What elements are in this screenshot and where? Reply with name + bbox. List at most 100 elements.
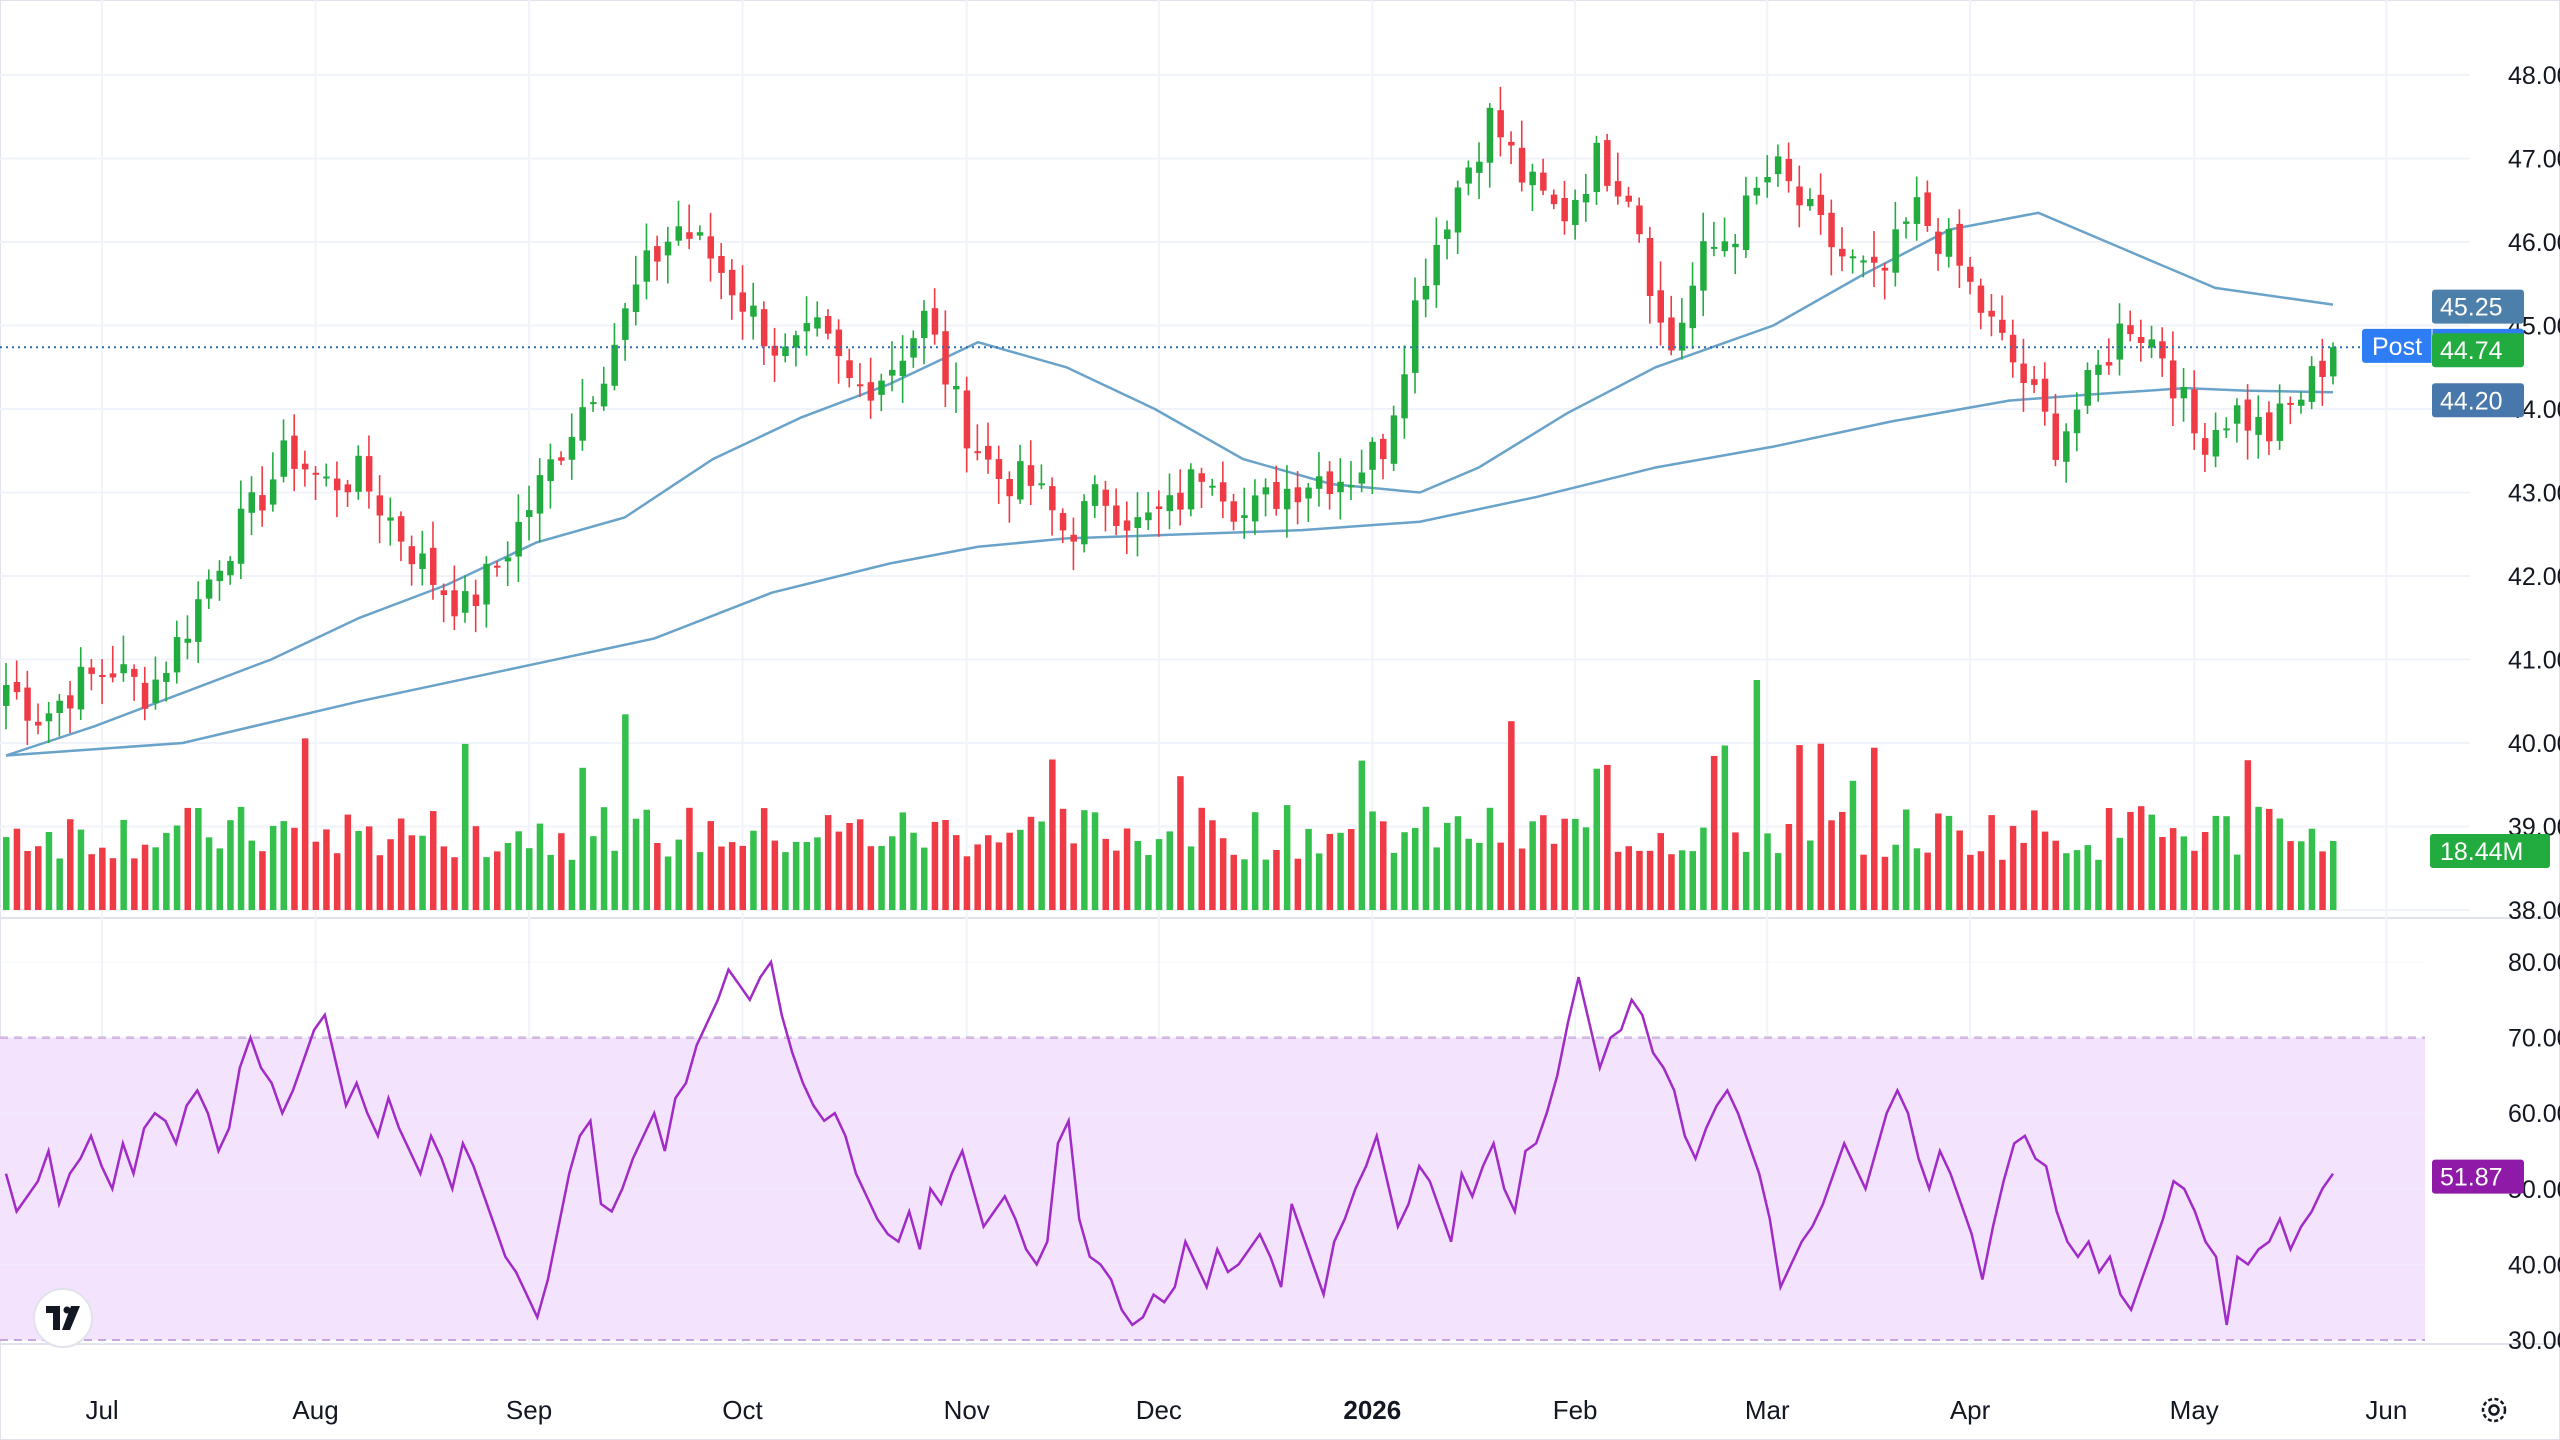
price-tick-label: 38.00 xyxy=(2508,897,2560,925)
candle-body xyxy=(13,682,21,693)
time-axis: Jul Aug Sep Oct Nov Dec 2026 Feb Mar Apr May Jun xyxy=(85,1395,2407,1425)
candle-body xyxy=(1444,229,1451,239)
volume-bar xyxy=(440,846,448,910)
candle-body xyxy=(985,445,992,460)
candle-body xyxy=(1518,147,1526,183)
volume-bar xyxy=(1999,859,2006,910)
volume-bar xyxy=(2255,806,2262,910)
volume-bar xyxy=(1219,838,1227,910)
volume-bar xyxy=(1839,811,1846,910)
rsi-tick-label: 70.00 xyxy=(2508,1025,2560,1053)
volume-bar xyxy=(1070,843,1077,910)
volume-bar xyxy=(1540,815,1547,910)
volume-bar xyxy=(1796,745,1803,910)
volume-bar xyxy=(2031,810,2038,910)
volume-bar xyxy=(1081,810,1088,910)
volume-bar xyxy=(1572,818,1579,910)
volume-bar xyxy=(1305,828,1312,910)
volume-bar xyxy=(2287,841,2294,910)
candle-body xyxy=(419,553,426,569)
volume-bar xyxy=(1785,824,1793,910)
volume-bar xyxy=(2266,808,2273,910)
candle-body xyxy=(611,344,618,386)
volume-bar xyxy=(1807,840,1814,910)
rsi-pane xyxy=(0,958,2425,1341)
candle-body xyxy=(56,700,63,713)
volume-bar xyxy=(77,829,85,910)
volume-bar xyxy=(1935,813,1942,910)
candle-body xyxy=(131,668,138,677)
candle-body xyxy=(1988,310,1995,317)
candle-body xyxy=(1903,221,1910,224)
candle-body xyxy=(195,599,202,642)
candle-body xyxy=(835,329,843,356)
candle-body xyxy=(1262,487,1270,495)
candle-body xyxy=(568,436,576,460)
price-tick-label: 47.00 xyxy=(2508,146,2560,174)
volume-bar xyxy=(942,820,949,910)
volume-bar xyxy=(131,858,138,910)
candle-body xyxy=(2298,399,2305,406)
volume-bar xyxy=(1401,832,1408,910)
candle-body xyxy=(878,380,885,395)
volume-bar xyxy=(88,854,95,910)
candle-body xyxy=(173,637,181,673)
volume-bar xyxy=(1283,805,1291,910)
volume-bar xyxy=(184,807,191,910)
candle-body xyxy=(2073,409,2081,434)
tradingview-logo-icon[interactable] xyxy=(33,1288,93,1348)
candle-body xyxy=(1529,171,1536,186)
candle-body xyxy=(814,317,821,329)
candle-body xyxy=(867,382,875,401)
volume-bar xyxy=(547,854,554,910)
gear-icon[interactable] xyxy=(2481,1397,2507,1423)
candle-body xyxy=(526,510,533,517)
time-tick-label: May xyxy=(2170,1395,2219,1425)
volume-bar xyxy=(120,819,127,910)
ma-slow-line xyxy=(5,386,2334,757)
volume-bar xyxy=(632,818,640,910)
candle-body xyxy=(2020,363,2027,383)
volume-bar xyxy=(2095,859,2102,910)
volume-bar xyxy=(2105,808,2113,910)
candle-body xyxy=(2052,413,2059,460)
volume-bar xyxy=(1913,848,1921,910)
volume-bar xyxy=(1251,812,1259,910)
candle-body xyxy=(397,516,405,542)
candle-body xyxy=(803,323,811,332)
candle-body xyxy=(45,713,53,722)
svg-text:44.74: 44.74 xyxy=(2440,337,2503,365)
candle-body xyxy=(1134,517,1141,528)
candle-body xyxy=(1027,465,1035,486)
volume-bar xyxy=(931,821,939,910)
candle-body xyxy=(1742,195,1750,250)
volume-bar xyxy=(2052,840,2059,910)
candle-body xyxy=(1561,198,1568,222)
volume-bar xyxy=(376,855,384,910)
volume-bar xyxy=(397,818,405,910)
time-tick-label: Mar xyxy=(1745,1395,1790,1425)
volume-bar xyxy=(2148,814,2155,910)
candle-body xyxy=(921,310,928,338)
volume-bar xyxy=(1860,854,1867,910)
candle-body xyxy=(1209,485,1216,488)
volume-bar xyxy=(387,839,394,910)
volume-bar xyxy=(536,823,544,910)
candle-body xyxy=(1454,187,1462,233)
candle-body xyxy=(1358,472,1366,484)
candle-body xyxy=(152,679,159,703)
candle-body xyxy=(1166,495,1173,512)
volume-bar xyxy=(686,807,693,910)
volume-bar xyxy=(1369,811,1376,910)
volume-bar xyxy=(696,852,704,910)
volume-bar xyxy=(1721,745,1729,910)
volume-bar xyxy=(2084,845,2091,910)
candle-body xyxy=(2223,428,2230,431)
candle-body xyxy=(1550,194,1558,205)
volume-bar xyxy=(2137,806,2145,910)
candle-body xyxy=(1283,488,1291,510)
price-tick-label: 48.00 xyxy=(2508,62,2560,90)
candle-body xyxy=(494,565,501,568)
